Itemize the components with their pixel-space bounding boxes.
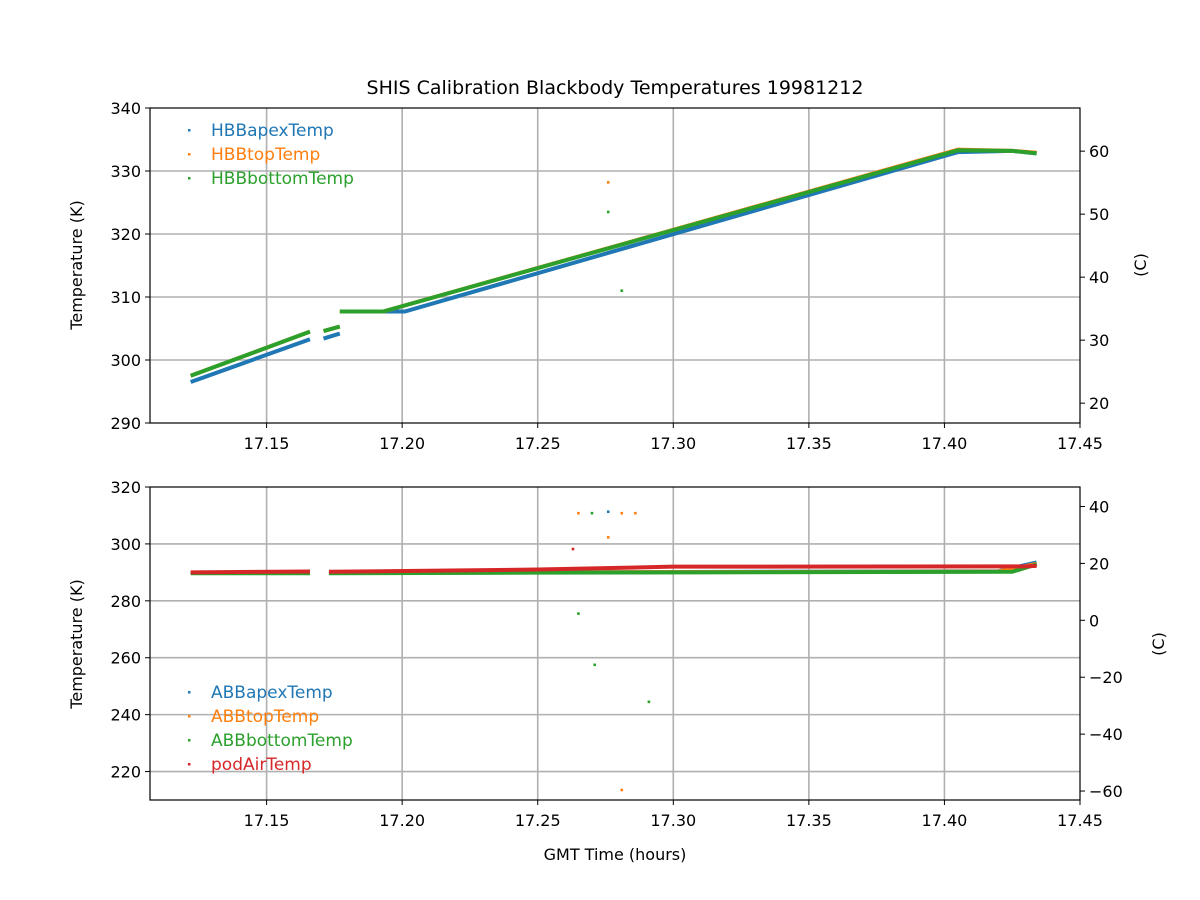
right-y-tick-label: 40 bbox=[1089, 268, 1109, 287]
x-tick-label: 17.15 bbox=[244, 811, 290, 830]
x-tick-label: 17.15 bbox=[244, 434, 290, 453]
right-y-tick-label: 0 bbox=[1089, 611, 1099, 630]
y-tick-label: 320 bbox=[110, 478, 141, 497]
series-segment-HBBbottomTemp bbox=[189, 329, 311, 378]
data-point-ABBbottomTemp bbox=[590, 511, 594, 515]
data-point-ABBtopTemp bbox=[577, 511, 580, 515]
right-y-tick-label: −20 bbox=[1089, 668, 1123, 687]
series-segment-HBBapexTemp bbox=[322, 331, 341, 341]
x-tick-label: 17.30 bbox=[650, 434, 696, 453]
right-y-tick-label: −60 bbox=[1089, 782, 1123, 801]
plot-frame bbox=[149, 107, 1081, 424]
legend-entry: ABBapexTemp bbox=[211, 683, 333, 703]
right-y-tick-label: 60 bbox=[1089, 142, 1109, 161]
legend-entry: HBBbottomTemp bbox=[211, 169, 354, 189]
data-point-HBBbottomTemp bbox=[606, 210, 610, 214]
right-y-tick-label: 30 bbox=[1089, 331, 1109, 350]
x-tick-label: 17.45 bbox=[1057, 434, 1103, 453]
bottom-plot: 17.15 17.20 17.25 17.30 17.35 17.40 17.45 220 24… bbox=[110, 478, 1122, 830]
x-tick-label: 17.20 bbox=[379, 434, 425, 453]
series-segment-podAirTemp bbox=[190, 569, 310, 575]
legend-marker bbox=[188, 177, 191, 180]
data-point-ABBbottomTemp bbox=[593, 663, 596, 667]
bottom-y-axis-label: Temperature (K) bbox=[67, 579, 86, 709]
y-tick-label: 260 bbox=[110, 649, 141, 668]
x-tick-label: 17.25 bbox=[515, 811, 561, 830]
right-y-tick-label: 20 bbox=[1089, 394, 1109, 413]
legend-marker bbox=[188, 691, 191, 694]
y-tick-label: 240 bbox=[110, 706, 141, 725]
top-plot: 17.15 17.20 17.25 17.30 17.35 17.40 17.45 290 30… bbox=[110, 99, 1109, 453]
legend-entry: ABBtopTemp bbox=[211, 707, 319, 727]
data-point-ABBtopTemp bbox=[620, 511, 624, 515]
data-point-ABBbottomTemp bbox=[577, 612, 580, 615]
right-y-tick-label: 20 bbox=[1089, 554, 1109, 573]
chart-title: SHIS Calibration Blackbody Temperatures … bbox=[367, 77, 864, 99]
bottom-right-y-axis-label: (C) bbox=[1149, 632, 1168, 656]
legend-entry: HBBtopTemp bbox=[211, 145, 320, 165]
series-segment-HBBapexTemp bbox=[189, 337, 311, 384]
legend-marker bbox=[188, 715, 191, 718]
x-tick-label: 17.20 bbox=[379, 811, 425, 830]
legend-marker bbox=[188, 153, 191, 156]
top-right-y-axis-label: (C) bbox=[1131, 253, 1150, 277]
legend-marker bbox=[188, 129, 191, 132]
y-tick-label: 300 bbox=[110, 351, 141, 370]
data-point-ABBapexTemp bbox=[606, 510, 610, 514]
x-tick-label: 17.40 bbox=[922, 434, 968, 453]
series-segment-podAirTemp bbox=[328, 563, 1037, 574]
y-tick-label: 280 bbox=[110, 592, 141, 611]
right-y-tick-label: −40 bbox=[1089, 725, 1123, 744]
y-tick-label: 310 bbox=[110, 288, 141, 307]
plot-frame bbox=[149, 486, 1081, 801]
data-point-HBBtopTemp bbox=[606, 181, 610, 184]
y-tick-label: 220 bbox=[110, 763, 141, 782]
legend-marker bbox=[188, 763, 191, 766]
x-tick-label: 17.35 bbox=[786, 811, 832, 830]
x-tick-label: 17.30 bbox=[650, 811, 696, 830]
data-point-podAirTemp bbox=[571, 547, 575, 551]
series-segment-HBBbottomTemp bbox=[339, 148, 1037, 314]
y-tick-label: 330 bbox=[110, 162, 141, 181]
legend-entry: ABBbottomTemp bbox=[211, 731, 353, 751]
data-point-ABBtopTemp bbox=[620, 788, 624, 792]
legend-entry: podAirTemp bbox=[211, 755, 312, 775]
x-tick-label: 17.25 bbox=[515, 434, 561, 453]
top-y-axis-label: Temperature (K) bbox=[67, 200, 86, 330]
x-tick-label: 17.45 bbox=[1057, 811, 1103, 830]
legend-entry: HBBapexTemp bbox=[211, 121, 334, 141]
right-y-tick-label: 50 bbox=[1089, 205, 1109, 224]
y-tick-label: 340 bbox=[110, 99, 141, 118]
y-tick-label: 290 bbox=[110, 414, 141, 433]
right-y-tick-label: 40 bbox=[1089, 497, 1109, 516]
series-segment-HBBbottomTemp bbox=[323, 324, 341, 333]
y-tick-label: 300 bbox=[110, 535, 141, 554]
data-point-ABBtopTemp bbox=[634, 511, 637, 515]
legend-marker bbox=[188, 739, 191, 742]
x-axis-label: GMT Time (hours) bbox=[544, 845, 687, 864]
data-point-HBBbottomTemp bbox=[620, 289, 624, 292]
data-point-ABBtopTemp bbox=[606, 536, 610, 539]
x-tick-label: 17.40 bbox=[922, 811, 968, 830]
x-tick-label: 17.35 bbox=[786, 434, 832, 453]
y-tick-label: 320 bbox=[110, 225, 141, 244]
data-point-ABBbottomTemp bbox=[647, 700, 651, 704]
